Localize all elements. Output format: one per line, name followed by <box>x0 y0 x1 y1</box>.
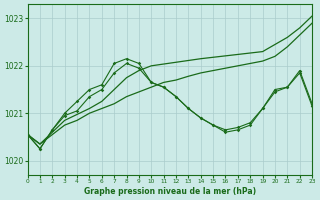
X-axis label: Graphe pression niveau de la mer (hPa): Graphe pression niveau de la mer (hPa) <box>84 187 256 196</box>
